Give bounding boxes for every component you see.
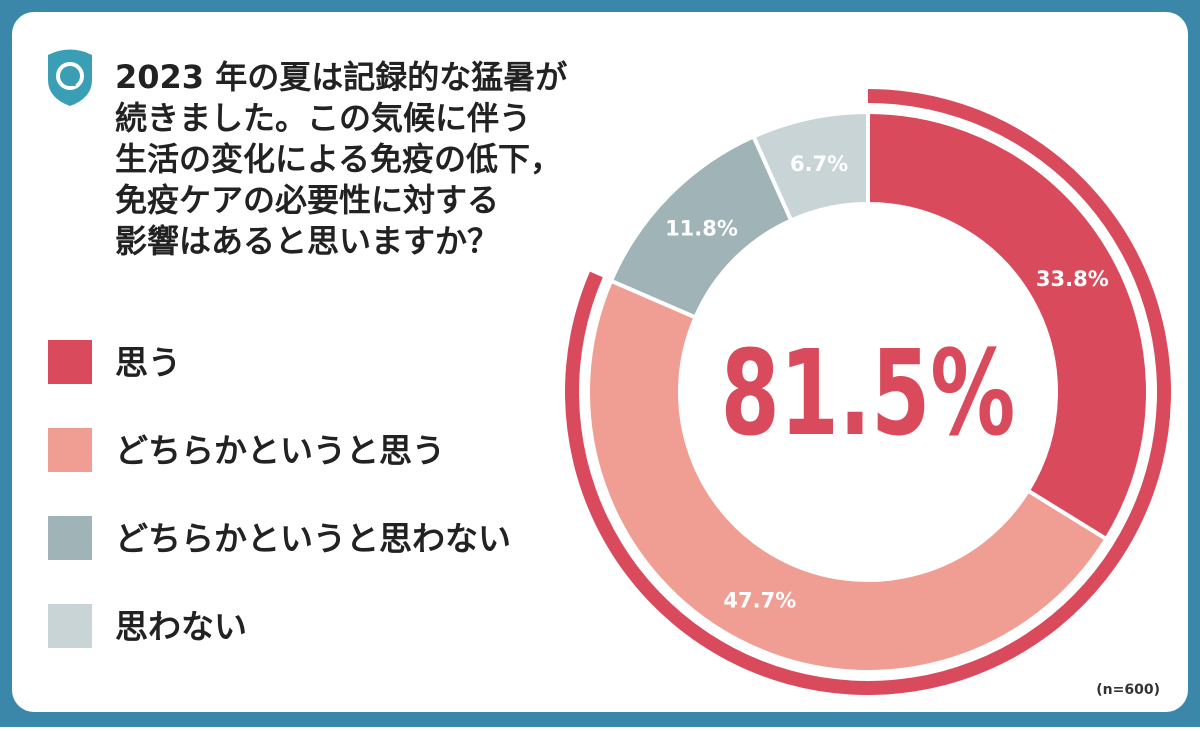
- legend-swatch: [48, 340, 92, 384]
- value-label: 33.8%: [1036, 267, 1109, 291]
- svg-text:Q: Q: [61, 64, 78, 88]
- donut-segment: [586, 278, 1110, 674]
- title-line: 続きました。この気候に伴う: [115, 99, 531, 137]
- q-icon: Q: [48, 49, 92, 106]
- legend-label: どちらかというと思わない: [115, 519, 511, 558]
- legend-swatch: [48, 428, 92, 472]
- title-line: 免疫ケアの必要性に対する: [115, 181, 499, 219]
- legend-label: どちらかというと思う: [115, 431, 445, 470]
- legend-label: 思う: [115, 343, 181, 382]
- center-label: 81.5%: [721, 326, 1016, 463]
- title-line: 生活の変化による免疫の低下，: [115, 140, 562, 178]
- donut-segment: [866, 109, 1150, 542]
- title-line: 影響はあると思いますか？: [115, 222, 499, 260]
- legend-label: 思わない: [115, 607, 247, 646]
- value-label: 47.7%: [723, 588, 796, 612]
- note: (n=600): [1096, 682, 1160, 698]
- value-label: 11.8%: [665, 217, 738, 241]
- donut-segment: [750, 109, 870, 224]
- legend-swatch: [48, 516, 92, 560]
- value-label: 6.7%: [790, 152, 848, 176]
- title-line: 2023 年の夏は記録的な猛暑が: [115, 58, 567, 96]
- legend-swatch: [48, 604, 92, 648]
